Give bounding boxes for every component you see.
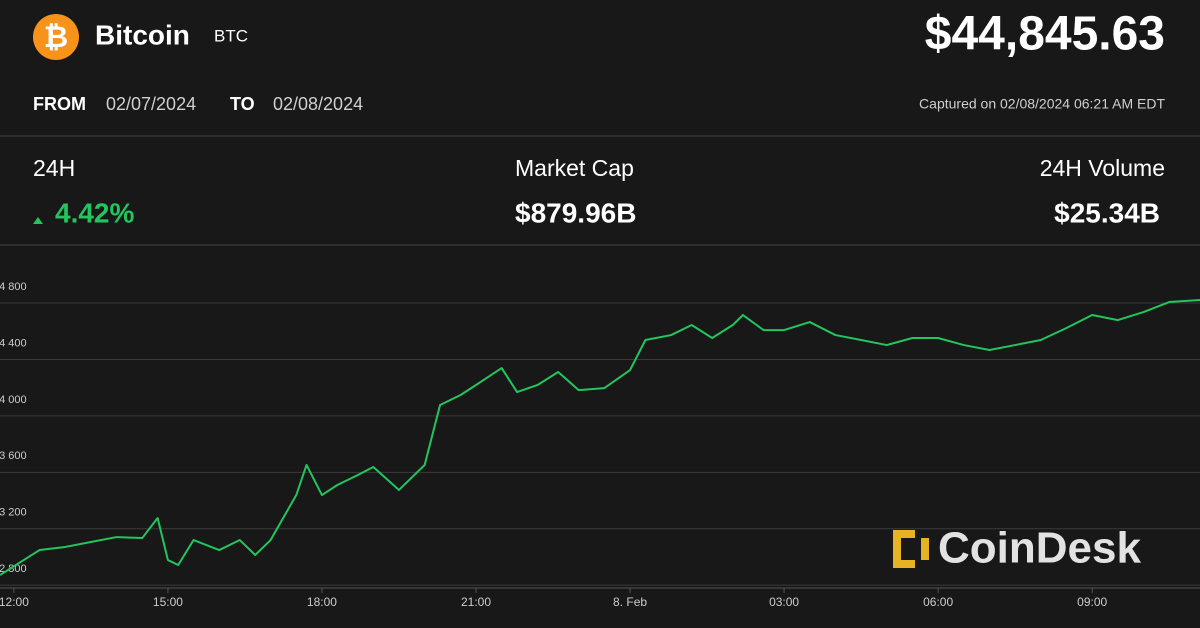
brand-name: CoinDesk <box>938 524 1141 573</box>
stat-value: 4.42% <box>55 197 134 228</box>
y-tick-label: 44 800 <box>0 281 27 293</box>
coin-symbol: BTC <box>214 26 248 45</box>
x-tick-label: 09:00 <box>1077 595 1107 609</box>
x-tick-label: 12:00 <box>0 595 29 609</box>
x-tick-label: 8. Feb <box>613 595 647 609</box>
x-tick-label: 15:00 <box>153 595 183 609</box>
btc-logo-glyph: ₿ <box>44 21 68 54</box>
captured: Captured on 02/08/2024 06:21 AM EDT <box>919 96 1165 112</box>
brand-logo: CoinDesk <box>893 524 1141 573</box>
y-tick-label: 42 800 <box>0 563 27 575</box>
from-date: 02/07/2024 <box>106 94 196 114</box>
x-tick-label: 18:00 <box>307 595 337 609</box>
price: $44,845.63 <box>925 8 1165 61</box>
stat-label: 24H Volume <box>1040 155 1165 181</box>
price-line <box>0 299 1200 576</box>
x-tick-label: 06:00 <box>923 595 953 609</box>
stat-label: 24H <box>33 155 75 181</box>
up-arrow <box>33 217 43 224</box>
stat-value: $25.34B <box>1054 197 1160 228</box>
y-tick-label: 43 200 <box>0 507 27 519</box>
y-tick-label: 44 400 <box>0 337 27 349</box>
to-date: 02/08/2024 <box>273 94 363 114</box>
btc-logo <box>33 14 79 60</box>
stat-label: Market Cap <box>515 155 634 181</box>
from-label: FROM <box>33 94 86 114</box>
x-tick-label: 21:00 <box>461 595 491 609</box>
to-label: TO <box>230 94 255 114</box>
y-tick-label: 43 600 <box>0 450 27 462</box>
stat-value: $879.96B <box>515 197 636 228</box>
coin-name: Bitcoin <box>95 19 190 50</box>
x-tick-label: 03:00 <box>769 595 799 609</box>
brand-icon <box>893 530 929 568</box>
y-tick-label: 44 000 <box>0 394 27 406</box>
